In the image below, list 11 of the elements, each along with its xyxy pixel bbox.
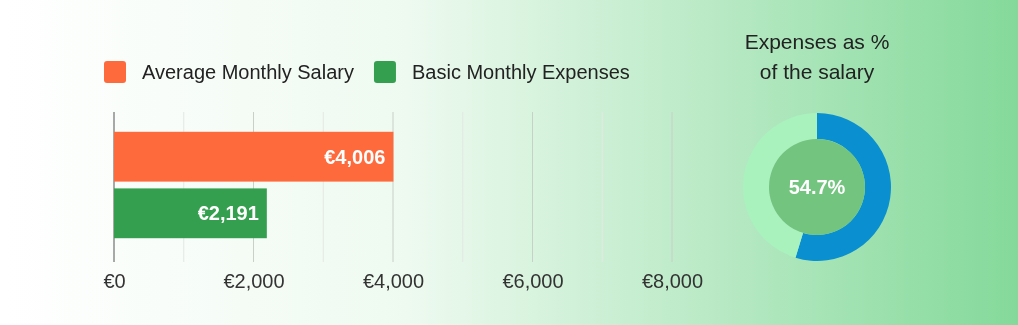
x-tick-label: €0 — [103, 270, 126, 293]
x-tick-label: €8,000 — [641, 270, 704, 293]
legend-label: Basic Monthly Expenses — [411, 61, 630, 83]
x-tick-label: €6,000 — [502, 270, 564, 293]
x-tick-label: €4,000 — [362, 270, 425, 293]
text: €4,006 — [324, 145, 386, 168]
text: €2,191 — [197, 202, 259, 225]
x-tick-label: €2,000 — [223, 270, 285, 293]
legend-label: Average Monthly Salary — [142, 61, 354, 83]
text: 54.7% — [788, 176, 846, 198]
chart-title: Expenses as % of the salary — [744, 30, 890, 84]
